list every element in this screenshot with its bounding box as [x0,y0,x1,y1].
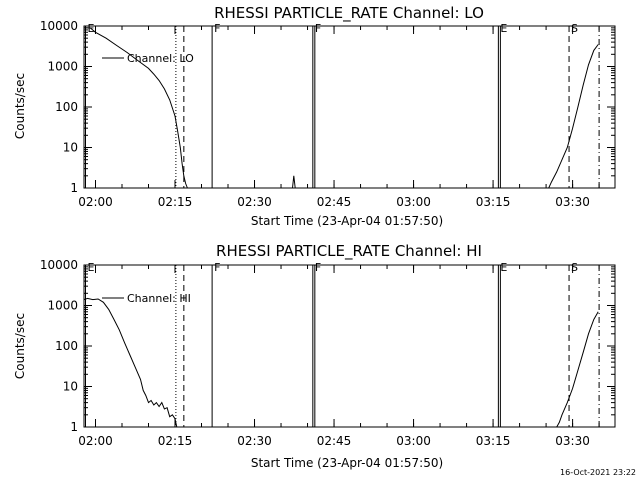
x-tick-label: 03:15 [476,195,511,209]
panel-lo: RHESSI PARTICLE_RATE Channel: LO Counts/… [13,4,616,228]
series-line [83,297,178,428]
x-tick-label: 03:30 [555,434,590,448]
chart-title: RHESSI PARTICLE_RATE Channel: LO [214,4,484,23]
marker-label: F [214,22,220,35]
y-tick-label: 1 [70,420,78,434]
y-tick-label: 10 [63,141,78,155]
x-tick-label: 02:15 [158,195,193,209]
y-tick-label: 10000 [40,258,78,272]
series-group [84,27,599,189]
x-tick-label: 03:15 [476,434,511,448]
marker-label: E [88,261,95,274]
x-tick-label: 02:15 [158,434,193,448]
y-axis-label: Counts/sec [13,73,27,139]
y-tick-label: 100 [55,339,78,353]
legend-label: Channel: HI [127,292,191,305]
x-tick-label: 03:30 [555,195,590,209]
timestamp: 16-Oct-2021 23:22 [560,468,636,477]
x-tick-label: 02:30 [237,195,272,209]
x-tick-label: 02:45 [317,195,352,209]
legend: Channel: LO [102,52,194,65]
panel-hi: RHESSI PARTICLE_RATE Channel: HI Counts/… [13,242,616,470]
marker-label: E [500,22,507,35]
marker-label: F [214,261,220,274]
x-tick-label: 02:00 [78,195,113,209]
legend: Channel: HI [102,292,191,305]
marker-label: S [571,261,578,274]
y-tick-label: 1000 [47,299,78,313]
y-axis-label: Counts/sec [13,313,27,379]
marker-label: E [500,261,507,274]
series-line [292,175,296,189]
ticks-group: 1 10 100 1000 10000 02:00 02:15 02:30 02:45 03:00… [40,258,615,448]
y-tick-label: 1000 [47,60,78,74]
y-tick-label: 1 [70,181,78,195]
x-tick-label: 03:00 [396,195,431,209]
series-line [84,27,188,189]
x-tick-label: 02:30 [237,434,272,448]
marker-label: F [315,261,321,274]
plot-frame [83,25,616,189]
series-line [556,311,599,428]
x-tick-label: 02:00 [78,434,113,448]
x-tick-label: 02:45 [317,434,352,448]
plot-frame [83,264,616,428]
marker-label: S [571,22,578,35]
x-axis-label: Start Time (23-Apr-04 01:57:50) [251,214,443,228]
marker-label: F [315,22,321,35]
y-tick-label: 100 [55,100,78,114]
series-line [548,44,599,189]
series-group [83,297,599,428]
y-tick-label: 10000 [40,19,78,33]
y-tick-label: 10 [63,380,78,394]
chart-title: RHESSI PARTICLE_RATE Channel: HI [216,242,482,261]
legend-label: Channel: LO [127,52,194,65]
ticks-group: 1 10 100 1000 10000 02:00 02:15 02:30 02:45 03:00… [40,19,615,209]
x-tick-label: 03:00 [396,434,431,448]
x-axis-label: Start Time (23-Apr-04 01:57:50) [251,456,443,470]
